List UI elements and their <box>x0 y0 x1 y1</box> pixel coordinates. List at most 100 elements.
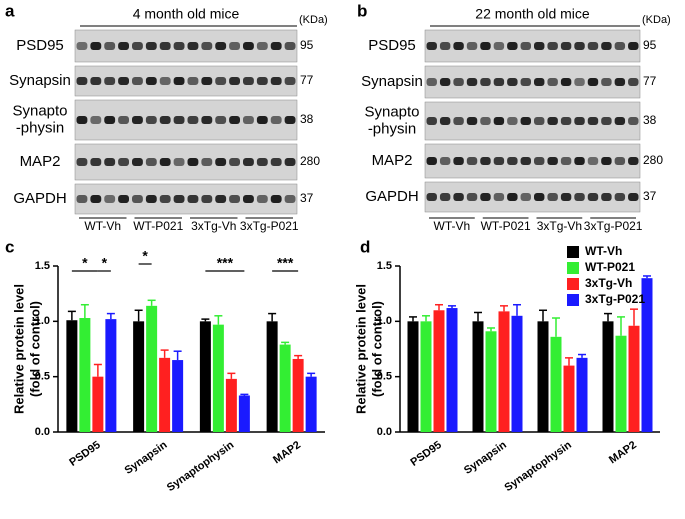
protein-name: -physin <box>368 120 416 137</box>
blot-band <box>466 78 478 86</box>
blot-band <box>229 158 240 166</box>
blot-band <box>520 193 531 201</box>
legend-label: 3xTg-P021 <box>585 292 645 306</box>
group-label: 3xTg-Vh <box>537 219 582 233</box>
protein-name: PSD95 <box>368 37 416 54</box>
legend-swatch <box>567 294 579 306</box>
blot-band <box>574 78 585 86</box>
bar <box>279 344 291 432</box>
bar <box>199 321 211 432</box>
blot-band <box>145 116 157 124</box>
kda-label: 95 <box>643 38 657 52</box>
blot-band <box>215 42 227 50</box>
blot-band <box>145 195 157 203</box>
blot-band <box>628 78 639 86</box>
bar <box>79 318 91 432</box>
blot-band <box>284 42 296 50</box>
bar <box>407 321 419 432</box>
blot-band <box>547 42 558 50</box>
blot-band <box>453 42 464 50</box>
bar <box>305 376 317 432</box>
blot-band <box>187 195 199 203</box>
blot-band <box>132 195 143 203</box>
blot-band <box>614 78 626 86</box>
significance-mark: * <box>102 255 108 271</box>
blot-band <box>493 78 505 86</box>
x-tick-label: MAP2 <box>607 439 639 466</box>
blot-band <box>159 195 171 203</box>
blot-band <box>201 116 213 124</box>
blot-band <box>493 157 505 165</box>
blot-band <box>547 78 558 86</box>
blot-band <box>574 157 585 165</box>
kda-label: 38 <box>300 112 314 126</box>
blot-band <box>507 42 518 50</box>
blot-band <box>104 158 116 166</box>
blot-band <box>118 116 129 124</box>
blot-band <box>284 195 296 203</box>
blot-band <box>507 193 518 201</box>
y-tick-label: 1.5 <box>35 260 50 272</box>
y-axis-label: (fold of control) <box>369 301 384 397</box>
protein-name: GAPDH <box>365 188 418 205</box>
legend-swatch <box>567 246 579 258</box>
bar <box>485 331 497 432</box>
blot-title: 4 month old mice <box>133 6 240 22</box>
blot-band <box>587 78 599 86</box>
significance-mark: *** <box>217 255 234 271</box>
kda-unit: (KDa) <box>299 14 328 26</box>
x-tick-label: MAP2 <box>271 439 303 466</box>
bar <box>266 321 278 432</box>
x-tick-label: PSD95 <box>408 439 443 469</box>
group-label: 3xTg-P021 <box>240 219 299 233</box>
blot-band <box>574 42 585 50</box>
blot-band <box>76 116 88 124</box>
blot-band <box>614 193 626 201</box>
blot-band <box>104 195 116 203</box>
blot-band <box>439 42 451 50</box>
blot-band <box>493 42 505 50</box>
blot-band <box>284 77 296 85</box>
blot-band <box>628 42 639 50</box>
blot-band <box>229 77 240 85</box>
blot-band <box>270 195 282 203</box>
bar <box>159 357 171 432</box>
bar <box>641 278 653 432</box>
bar <box>563 365 575 432</box>
group-label: WT-P021 <box>133 219 183 233</box>
y-tick-label: 0.5 <box>35 371 50 383</box>
blot-band <box>426 157 437 165</box>
bar <box>602 321 614 432</box>
protein-name: Synapsin <box>9 72 71 89</box>
protein-name: MAP2 <box>20 153 61 170</box>
protein-name: -physin <box>16 119 64 136</box>
blot-band <box>439 117 451 125</box>
blot-band <box>215 158 227 166</box>
blot-band <box>243 195 254 203</box>
kda-label: 95 <box>300 38 314 52</box>
blot-band <box>453 193 464 201</box>
panel-label: a <box>5 1 15 20</box>
blot-band <box>480 117 491 125</box>
blot-band <box>534 117 545 125</box>
blot-band <box>547 193 558 201</box>
kda-label: 77 <box>300 73 314 87</box>
blot-band <box>574 117 585 125</box>
group-label: WT-Vh <box>84 219 121 233</box>
blot-band <box>601 117 612 125</box>
blot-band <box>201 195 213 203</box>
blot-band <box>187 116 199 124</box>
y-tick-label: 1.0 <box>35 315 50 327</box>
bar <box>472 321 484 432</box>
blot-band <box>229 195 240 203</box>
blot-band <box>466 157 478 165</box>
blot-band <box>601 78 612 86</box>
blot-band <box>145 77 157 85</box>
blot-band <box>256 77 268 85</box>
blot-band <box>614 157 626 165</box>
blot-band <box>493 193 505 201</box>
blot-band <box>118 77 129 85</box>
blot-band <box>187 158 199 166</box>
blot-band <box>574 193 585 201</box>
protein-name: Synapto <box>364 103 419 120</box>
